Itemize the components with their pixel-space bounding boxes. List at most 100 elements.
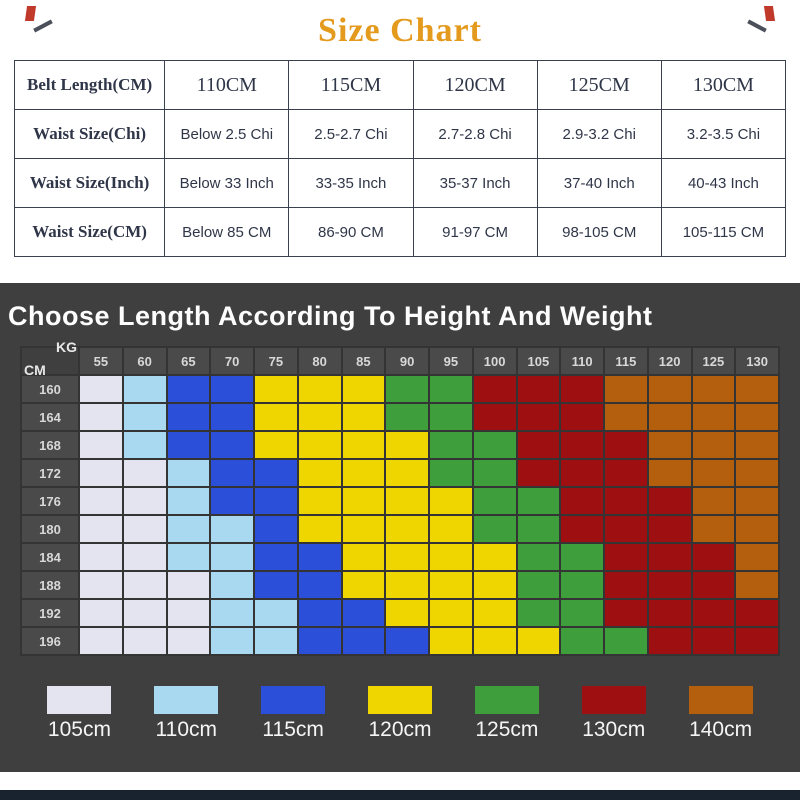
heatmap-cell	[736, 572, 778, 598]
heatmap-cell	[561, 404, 603, 430]
height-row-header: 180	[22, 516, 78, 542]
size-value-cell: 2.5-2.7 Chi	[288, 109, 414, 159]
heatmap-cell	[605, 572, 647, 598]
legend-item: 105cm	[26, 686, 133, 742]
heatmap-cell	[517, 460, 560, 486]
height-row-header: 184	[22, 544, 78, 570]
heatmap-cell	[167, 628, 210, 654]
heatmap-cell	[80, 628, 122, 654]
size-value-cell: 91-97 CM	[412, 207, 538, 257]
heatmap-cell	[736, 516, 778, 542]
heatmap-cell	[298, 404, 341, 430]
heatmap-cell	[255, 488, 297, 514]
size-value-cell: 37-40 Inch	[536, 158, 662, 208]
heatmap-cell	[473, 544, 516, 570]
weight-col-header: 130	[736, 348, 778, 374]
heatmap-cell	[386, 628, 428, 654]
legend-item: 130cm	[560, 686, 667, 742]
heatmap-cell	[342, 544, 385, 570]
legend-item: 115cm	[240, 686, 347, 742]
heatmap-cell	[648, 460, 691, 486]
heatmap-cell	[342, 628, 385, 654]
heatmap-grid: KG CM 55 60 65 70 75 80 85 90 95 100 105 110 115 120 1…	[20, 339, 780, 656]
heatmap-cell	[298, 376, 341, 402]
heatmap-cell	[692, 376, 735, 402]
heatmap-cell	[80, 572, 122, 598]
row-label-cell: Waist Size(Inch)	[13, 158, 166, 208]
belt-length-cell: 115CM	[288, 60, 414, 110]
heatmap-cell	[167, 600, 210, 626]
heatmap-cell	[473, 460, 516, 486]
heatmap-cell	[648, 600, 691, 626]
heatmap-cell	[80, 516, 122, 542]
heatmap-cell	[517, 404, 560, 430]
heatmap-cell	[692, 460, 735, 486]
heatmap-cell	[167, 516, 210, 542]
heatmap-cell	[211, 432, 253, 458]
heatmap-cell	[255, 516, 297, 542]
heatmap-cell	[605, 628, 647, 654]
legend-item: 110cm	[133, 686, 240, 742]
heatmap-cell	[123, 600, 166, 626]
legend-item: 125cm	[453, 686, 560, 742]
heatmap-cell	[167, 432, 210, 458]
heatmap-cell	[342, 376, 385, 402]
legend-label: 140cm	[689, 718, 753, 741]
heatmap-cell	[255, 376, 297, 402]
heatmap-cell	[255, 432, 297, 458]
heatmap-cell	[517, 376, 560, 402]
heatmap-cell	[561, 488, 603, 514]
heatmap-cell	[298, 488, 341, 514]
heatmap-cell	[561, 628, 603, 654]
heatmap-cell	[211, 376, 253, 402]
weight-col-header: 60	[123, 348, 166, 374]
heatmap-cell	[648, 516, 691, 542]
size-value-cell: 2.9-3.2 Chi	[536, 109, 662, 159]
weight-col-header: 75	[255, 348, 297, 374]
heatmap-cell	[123, 544, 166, 570]
heatmap-cell	[342, 432, 385, 458]
heatmap-cell	[430, 376, 472, 402]
heatmap-cell	[298, 432, 341, 458]
heatmap-cell	[605, 488, 647, 514]
heatmap-cell	[736, 432, 778, 458]
heatmap-title: Choose Length According To Height And We…	[8, 301, 653, 331]
page-title: Size Chart	[318, 12, 482, 49]
heatmap-cell	[430, 516, 472, 542]
heatmap-cell	[692, 600, 735, 626]
heatmap-cell	[473, 376, 516, 402]
axis-corner: KG CM	[22, 339, 78, 378]
legend-swatch	[261, 686, 326, 714]
heatmap-cell	[255, 600, 297, 626]
heatmap-cell	[298, 628, 341, 654]
heatmap-cell	[561, 544, 603, 570]
heatmap-cell	[561, 572, 603, 598]
heatmap-cell	[430, 600, 472, 626]
heatmap-cell	[648, 544, 691, 570]
size-table-row: Waist Size(Inch) Below 33 Inch 33-35 Inch 3…	[13, 158, 787, 208]
weight-col-header: 80	[298, 348, 341, 374]
heatmap-cell	[123, 404, 166, 430]
heatmap-cell	[342, 488, 385, 514]
heatmap-cell	[123, 488, 166, 514]
heatmap-cell	[123, 460, 166, 486]
heatmap-cell	[80, 544, 122, 570]
heatmap-cell	[736, 404, 778, 430]
heatmap-cell	[561, 432, 603, 458]
heatmap-cell	[473, 488, 516, 514]
height-row-header: 164	[22, 404, 78, 430]
heatmap-cell	[473, 516, 516, 542]
height-row-header: 176	[22, 488, 78, 514]
heatmap-cell	[517, 488, 560, 514]
size-value-cell: 105-115 CM	[660, 207, 787, 257]
kg-axis-label: KG	[56, 339, 77, 355]
heatmap-cell	[167, 376, 210, 402]
size-value-cell: 86-90 CM	[288, 207, 414, 257]
weight-col-header: 115	[605, 348, 647, 374]
weight-col-header: 55	[80, 348, 122, 374]
red-flag-icon	[24, 6, 37, 21]
size-value-cell: Below 85 CM	[164, 207, 290, 257]
heatmap-cell	[605, 544, 647, 570]
size-table-row: Waist Size(Chi) Below 2.5 Chi 2.5-2.7 Chi 2…	[13, 109, 787, 159]
heatmap-cell	[80, 404, 122, 430]
